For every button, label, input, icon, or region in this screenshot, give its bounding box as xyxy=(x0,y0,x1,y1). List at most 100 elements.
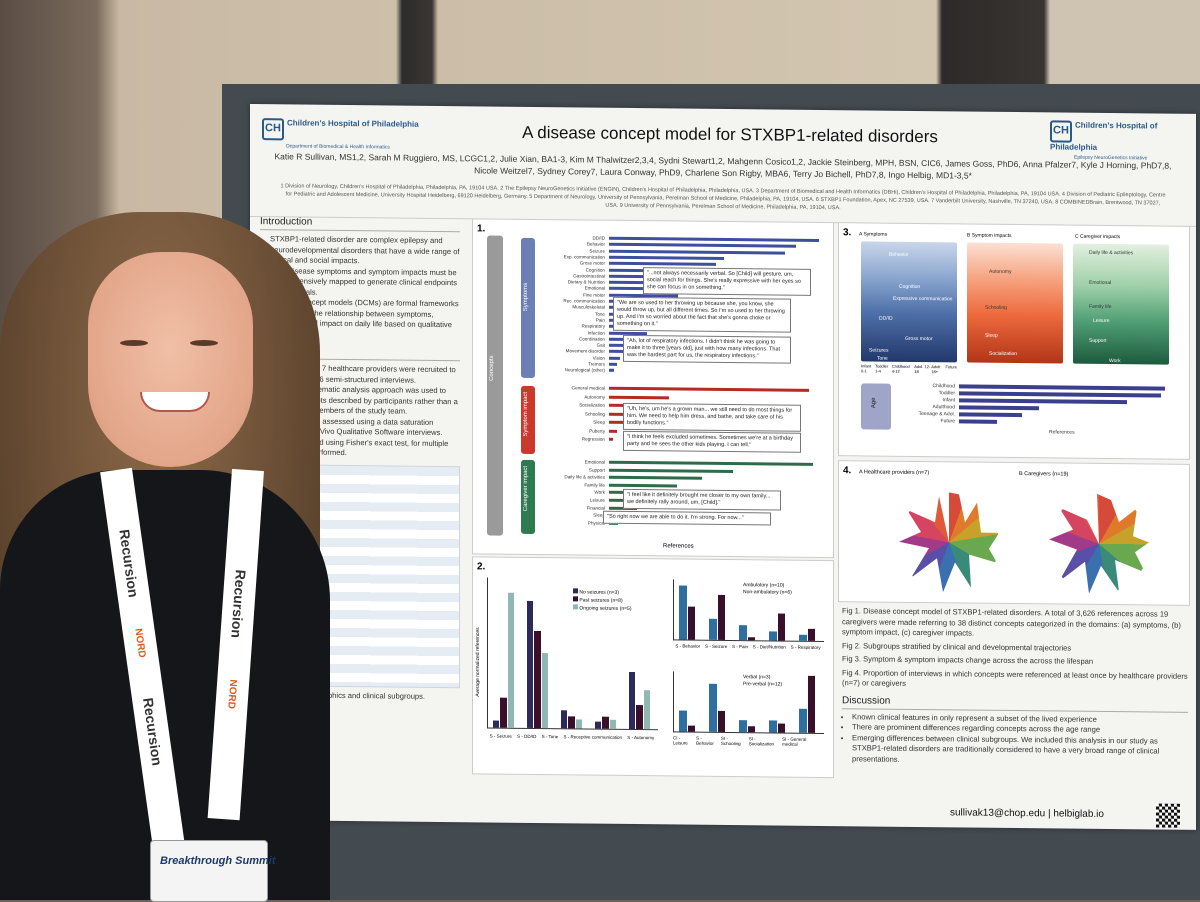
fig4a-title: A Healthcare providers (n=7) xyxy=(859,469,930,477)
quote-box: "...not always necessarily verbal. So [C… xyxy=(643,267,811,296)
bar-mark xyxy=(526,600,534,728)
bar-mark xyxy=(799,708,807,733)
bar-label: Musculoskeletal xyxy=(572,304,605,311)
bar-label: Childhood xyxy=(932,383,955,390)
bar-label: Financial xyxy=(586,505,605,511)
fig2-caption: Fig 2. Subgroups stratified by clinical … xyxy=(842,640,1072,653)
lanyard-brand: Recursion xyxy=(140,696,166,767)
bar-mark xyxy=(739,625,747,641)
poster-header: CH Children's Hospital of Philadelphia De… xyxy=(250,104,1196,227)
quote-box: "Uh, he's, um he's a grown man... we sti… xyxy=(623,402,801,432)
bar-mark xyxy=(709,618,717,640)
xtick: S - Behavior xyxy=(675,643,701,649)
xtick: SI - Socialization xyxy=(748,736,775,747)
xtick: S - Seizure xyxy=(704,643,728,649)
fig3-xticks: Infant 0-1 Toddler 1-4 Childhood 4-12 Ad… xyxy=(861,363,957,374)
bar-mark xyxy=(609,243,797,249)
figure-2-panel: 2. Average normalized references No seiz… xyxy=(472,556,834,779)
bar-mark xyxy=(679,710,687,732)
bar-label: Adulthood xyxy=(932,404,955,411)
fig3c-title: C Caregiver impacts xyxy=(1075,233,1121,241)
xtick: S - Tone xyxy=(541,734,559,740)
quote-box: "We are so used to her throwing up becau… xyxy=(613,296,791,333)
bar-label: Sleep xyxy=(593,419,605,425)
bar-label: Rec. communication xyxy=(563,298,605,304)
stream-label: DD/ID xyxy=(879,315,893,322)
bar-label: Infant xyxy=(942,397,955,404)
bar-label: General medical xyxy=(571,385,605,391)
bar-label: Exp. communication xyxy=(563,254,605,260)
bar-label: Dietary & Nutrition xyxy=(567,279,605,285)
stream-label: Socialization xyxy=(989,350,1018,358)
bar-mark xyxy=(807,628,816,641)
bar-label: Emotional xyxy=(584,285,605,292)
bar-label: Pain xyxy=(595,317,605,323)
bar-label: Teenage & Adol. xyxy=(918,411,955,418)
xtick: S - Autonomy xyxy=(627,734,655,741)
bar-mark xyxy=(959,405,1039,411)
xtick: Childhood 4-12 xyxy=(891,363,910,374)
bar-label: Cognition xyxy=(585,267,605,273)
fig4b-radial-chart xyxy=(1049,493,1149,594)
bar-mark xyxy=(959,419,997,424)
bar-mark xyxy=(777,723,786,733)
xtick: Toddler 1-4 xyxy=(875,363,889,374)
bar-mark xyxy=(609,255,724,260)
caregiver-impact-bar: Caregiver impact xyxy=(521,459,535,534)
bar-label: Neurological (other) xyxy=(564,367,605,374)
xtick: SI - General medical xyxy=(782,736,807,747)
bar-mark xyxy=(507,592,515,728)
stream-label: Behavior xyxy=(889,251,909,258)
bar-mark xyxy=(609,362,617,366)
bar-mark xyxy=(959,412,1022,418)
stream-label: Daily life & activities xyxy=(1089,249,1134,257)
seizure-legend: No seizures (n=3) Past seizures (n=8) On… xyxy=(573,588,632,613)
legend-ongoing-seizures: Ongoing seizures (n=5) xyxy=(579,605,632,612)
qr-code-icon xyxy=(1156,803,1180,828)
fig1-caption: Fig 1. Disease concept model of STXBP1-r… xyxy=(842,606,1181,638)
stream-label: Emotional xyxy=(1089,279,1112,287)
person-face xyxy=(88,252,253,467)
concepts-label: Concepts xyxy=(489,355,495,381)
fig1-xlabel: References xyxy=(663,543,694,550)
author-list: Katie R Sullivan, MS1,2, Sarah M Ruggier… xyxy=(274,151,1172,181)
bar-label: Coordination xyxy=(578,336,605,342)
stream-label: Sleep xyxy=(985,332,998,339)
bar-mark xyxy=(609,261,716,267)
bar-label: Autonomy xyxy=(584,394,605,400)
intro-heading: Introduction xyxy=(260,216,460,233)
conference-badge xyxy=(150,840,268,902)
bar-mark xyxy=(541,653,549,729)
bar-label: Seizure xyxy=(589,248,605,254)
bar-mark xyxy=(799,634,807,641)
xtick: S - Behavior xyxy=(696,735,714,746)
captions-section: Fig 1. Disease concept model of STXBP1-r… xyxy=(842,606,1188,768)
bar-label: Schooling xyxy=(584,411,605,417)
figure-4-panel: 4. A Healthcare providers (n=7) B Caregi… xyxy=(838,460,1190,606)
ambulatory-legend: Ambulatory (n=10) Non-ambulatory (n=6) xyxy=(743,582,792,597)
bar-mark xyxy=(777,613,786,641)
xtick: Future xyxy=(945,364,957,370)
bar-mark xyxy=(609,395,669,399)
bar-label: Future xyxy=(940,418,955,425)
fig3a-title: A Symptoms xyxy=(859,231,888,238)
stream-label: Seizures xyxy=(869,347,889,354)
person-smile xyxy=(140,392,210,412)
symptoms-label: Symptoms xyxy=(523,282,529,312)
bar-mark xyxy=(594,721,602,729)
bar-mark xyxy=(769,720,777,733)
person-eye xyxy=(190,340,218,346)
fig1-number: 1. xyxy=(477,223,486,235)
bar-mark xyxy=(717,710,726,732)
bar-label: Physical xyxy=(587,520,605,526)
person-eye xyxy=(120,340,148,346)
bar-label: Support xyxy=(588,467,605,473)
affiliations: 1 Division of Neurology, Children's Hosp… xyxy=(280,183,1166,212)
bar-mark xyxy=(636,705,643,730)
bar-label: Respiratory xyxy=(581,323,606,329)
bar-label: Movement disorder xyxy=(565,348,605,355)
bar-label: Puberty xyxy=(589,428,605,434)
chop-logo-left: CH Children's Hospital of Philadelphia De… xyxy=(262,118,419,153)
bar-label: Vision xyxy=(592,355,605,361)
stream-label: Support xyxy=(1089,337,1107,344)
